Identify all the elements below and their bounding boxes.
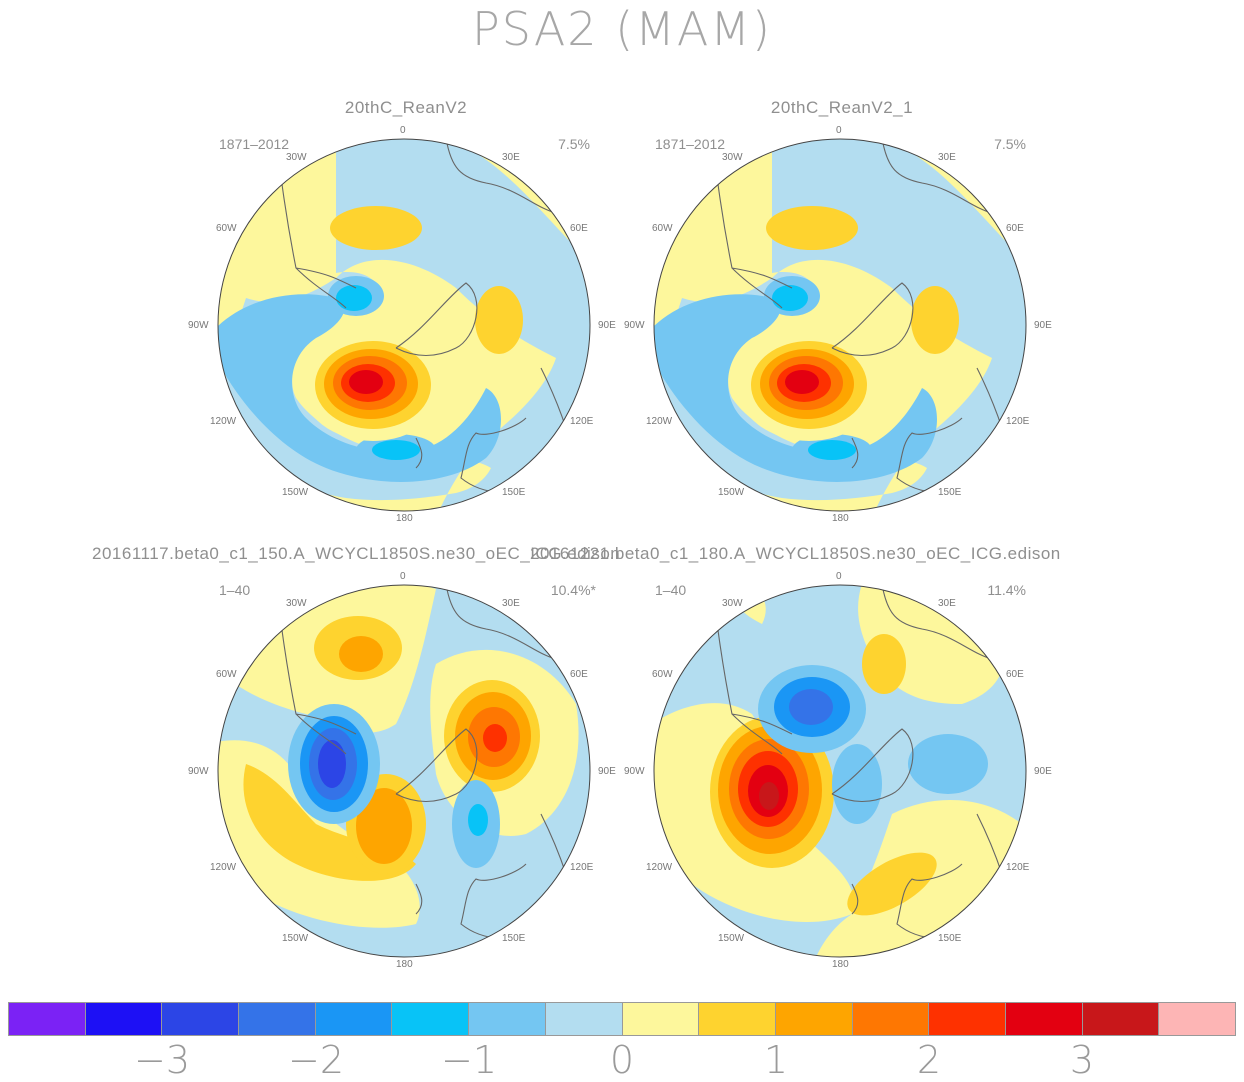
colorbar-box [851,1003,929,1035]
lon-180: 180 [396,959,413,970]
panel-title: 20thC_ReanV2_1 [770,98,914,117]
lon-150e: 150E [502,933,526,944]
colorbar-label: 0 [609,1038,635,1082]
lon-150w: 150W [282,487,309,498]
lon-60w: 60W [652,669,673,680]
colorbar-label: −1 [440,1038,498,1082]
lon-120e: 120E [570,862,594,873]
colorbar-box [544,1003,622,1035]
lon-90w: 90W [624,320,645,331]
panel-percent: 11.4% [987,582,1026,598]
lon-120w: 120W [210,862,237,873]
lon-180: 180 [832,513,849,524]
colorbar-box [1004,1003,1082,1035]
polar-map [217,584,591,958]
map-panel-3: 20161117.beta0_c1_150.A_WCYCL1850S.ne30_… [92,544,626,994]
panel-percent: 7.5% [994,136,1026,152]
lon-90w: 90W [188,766,209,777]
lon-30w: 30W [286,152,307,163]
panel-years: 1–40 [219,582,251,598]
colorbar-box [928,1003,1005,1035]
lon-120w: 120W [210,416,237,427]
lon-120e: 120E [1006,862,1030,873]
lon-150e: 150E [938,933,962,944]
lon-30w: 30W [722,598,743,609]
colorbar-box [84,1003,162,1035]
lon-60w: 60W [216,223,237,234]
lon-120e: 120E [1006,416,1030,427]
lon-0: 0 [836,125,842,136]
colorbar-box [161,1003,239,1035]
polar-map [653,138,1027,512]
lon-180: 180 [832,959,849,970]
lon-90w: 90W [188,320,209,331]
lon-60w: 60W [652,223,673,234]
lon-60e: 60E [570,669,588,680]
lon-60e: 60E [1006,223,1024,234]
colorbar-box [391,1003,469,1035]
figure-title: PSA2 (MAM) [472,2,772,56]
colorbar-label: −2 [287,1038,345,1082]
lon-150w: 150W [718,487,745,498]
lon-150w: 150W [718,933,745,944]
lon-150e: 150E [502,487,526,498]
polar-map [217,138,591,512]
colorbar-box [468,1003,545,1035]
lon-180: 180 [396,513,413,524]
panel-title: 20161117.beta0_c1_150.A_WCYCL1850S.ne30_… [92,544,621,563]
map-panel-1: 20thC_ReanV2 1871–2012 7.5% 0 30E 60E 90… [186,98,626,548]
lon-90e: 90E [598,766,616,777]
panel-years: 1871–2012 [655,136,726,152]
lon-30e: 30E [502,598,520,609]
colorbar-label: −3 [133,1038,191,1082]
lon-0: 0 [400,571,406,582]
lon-90e: 90E [598,320,616,331]
colorbar-box [9,1003,85,1035]
colorbar-box [621,1003,699,1035]
panel-title: 20161221.beta0_c1_180.A_WCYCL1850S.ne30_… [530,544,1061,563]
colorbar-box [698,1003,775,1035]
colorbar-label: 1 [763,1038,789,1082]
lon-0: 0 [400,125,406,136]
lon-30w: 30W [722,152,743,163]
lon-30e: 30E [938,152,956,163]
colorbar-box [1081,1003,1159,1035]
colorbar-label: 2 [916,1038,942,1082]
panel-years: 1–40 [655,582,687,598]
lon-120e: 120E [570,416,594,427]
lon-30e: 30E [502,152,520,163]
lon-90w: 90W [624,766,645,777]
lon-150w: 150W [282,933,309,944]
lon-60e: 60E [570,223,588,234]
map-panel-2: 20thC_ReanV2_1 1871–2012 7.5% 0 30E 60E … [622,98,1062,548]
panel-years: 1871–2012 [219,136,290,152]
lon-90e: 90E [1034,320,1052,331]
colorbar-box [1158,1003,1235,1035]
colorbar [8,1002,1236,1036]
map-panel-4: 20161221.beta0_c1_180.A_WCYCL1850S.ne30_… [530,544,1062,994]
panel-title: 20thC_ReanV2 [344,98,468,117]
lon-120w: 120W [646,862,673,873]
colorbar-label: 3 [1069,1038,1095,1082]
lon-30e: 30E [938,598,956,609]
lon-150e: 150E [938,487,962,498]
panel-percent: 7.5% [558,136,590,152]
lon-0: 0 [836,571,842,582]
panel-percent: 10.4%* [550,582,596,598]
colorbar-box [314,1003,392,1035]
lon-60w: 60W [216,669,237,680]
lon-60e: 60E [1006,669,1024,680]
colorbar-box [238,1003,315,1035]
lon-30w: 30W [286,598,307,609]
polar-map [653,584,1027,958]
lon-90e: 90E [1034,766,1052,777]
lon-120w: 120W [646,416,673,427]
colorbar-box [774,1003,852,1035]
